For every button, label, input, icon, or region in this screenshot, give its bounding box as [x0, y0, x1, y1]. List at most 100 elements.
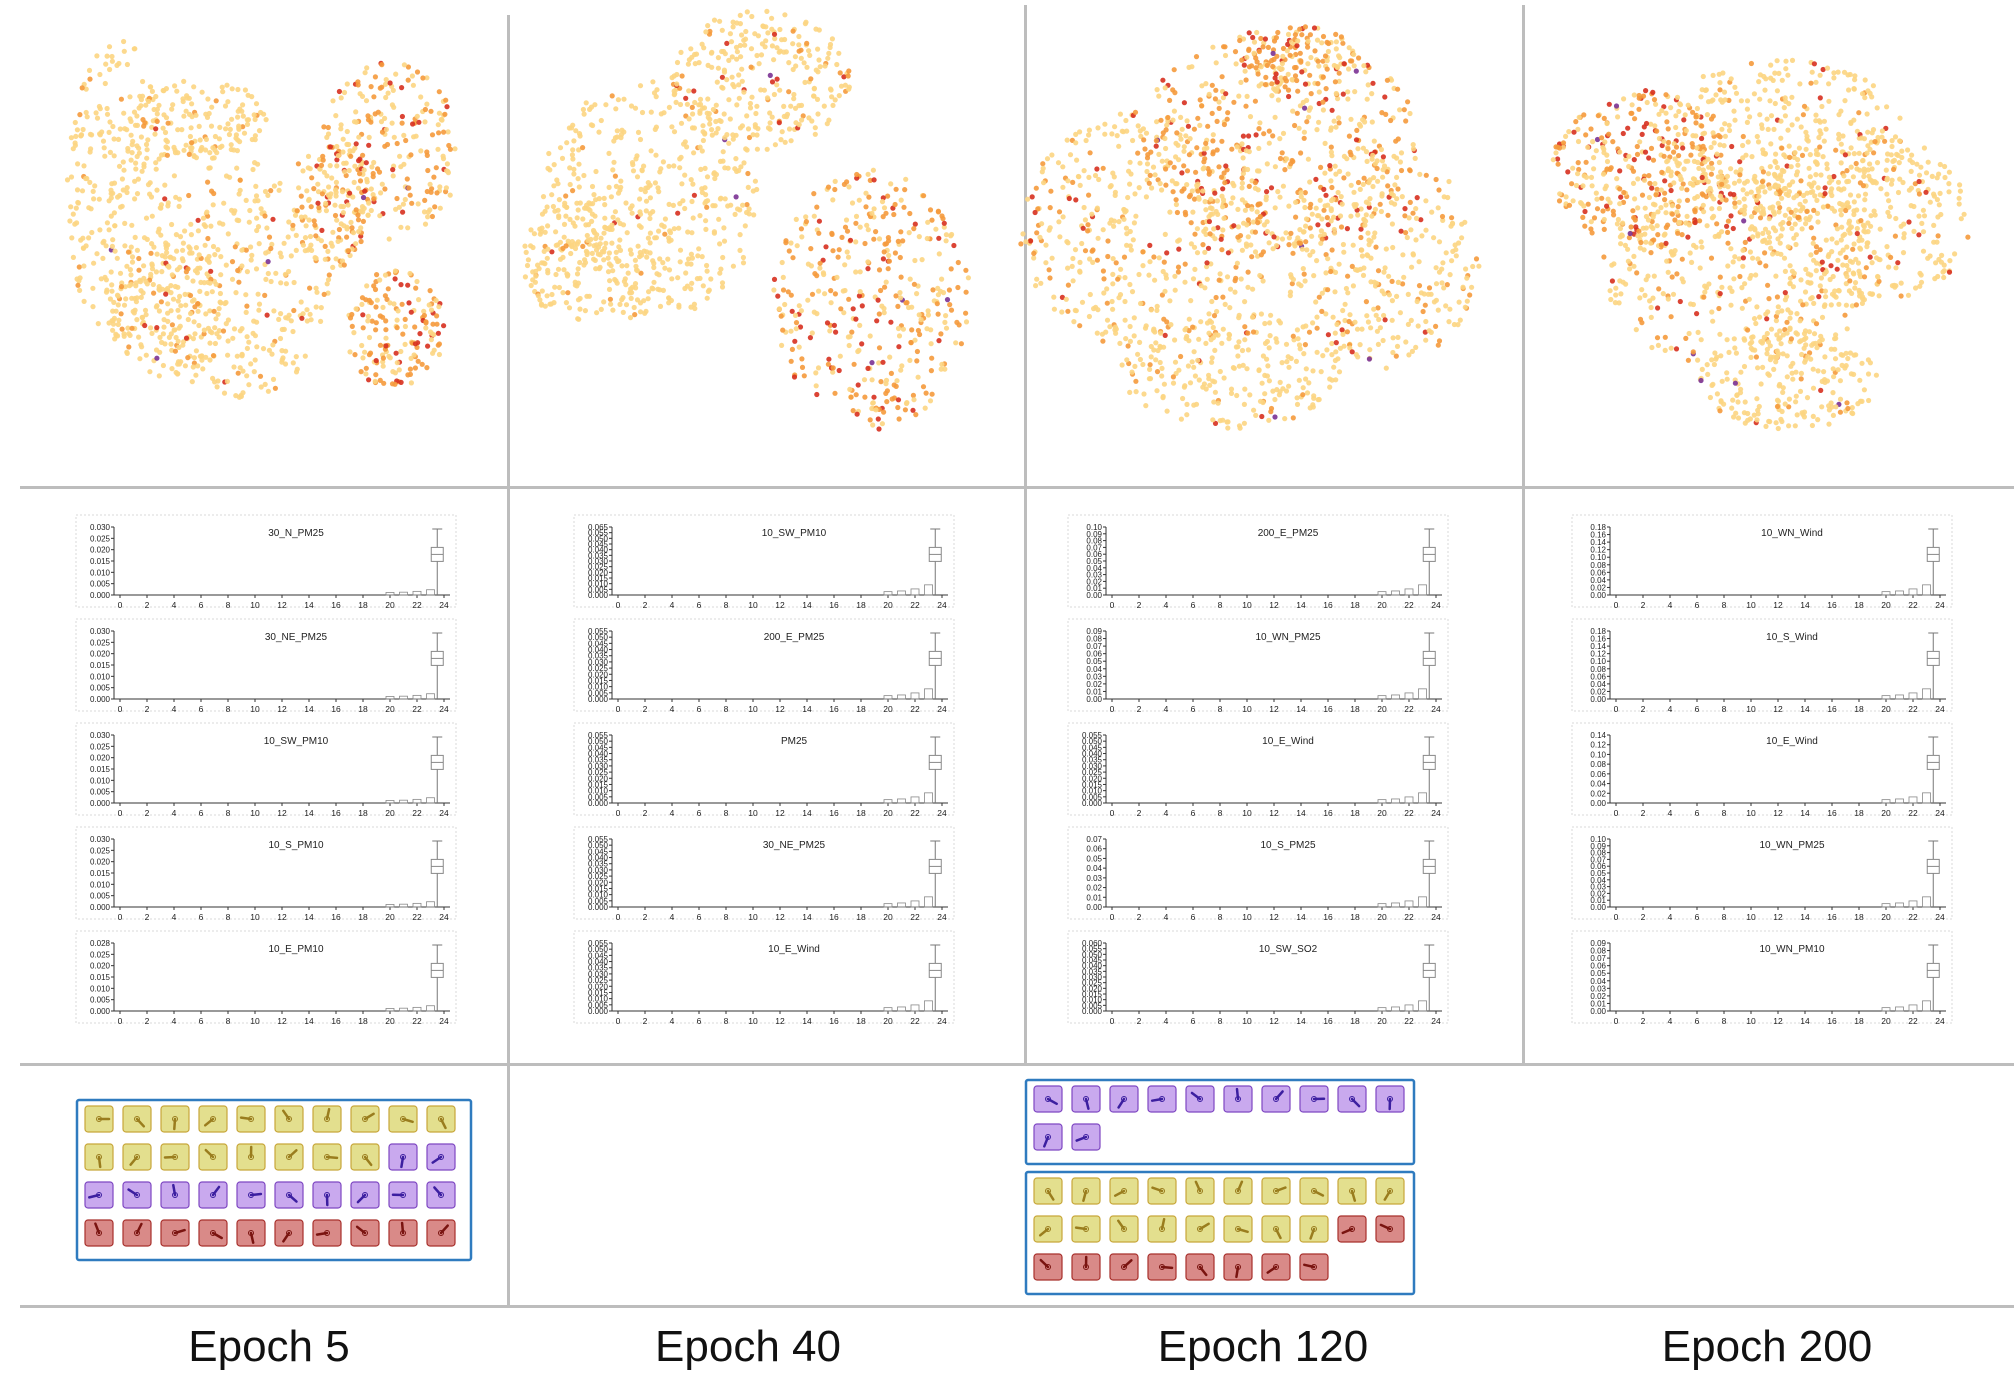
tsne-point — [363, 160, 369, 166]
tsne-point — [1159, 365, 1165, 371]
tsne-point — [703, 29, 709, 35]
tsne-point — [963, 319, 970, 325]
tsne-point — [1456, 299, 1462, 305]
tsne-point — [129, 254, 136, 260]
tsne-point — [1671, 180, 1677, 186]
tsne-point — [815, 111, 821, 117]
tsne-point — [237, 177, 243, 183]
tsne-point — [791, 374, 798, 380]
tsne-point — [1107, 184, 1113, 190]
tsne-point — [1361, 175, 1367, 181]
tsne-point — [195, 308, 201, 314]
tsne-point — [329, 175, 335, 181]
tsne-point — [1610, 208, 1616, 214]
tsne-point — [647, 240, 653, 246]
tsne-point — [1836, 186, 1842, 192]
tsne-point — [850, 306, 856, 312]
tsne-point — [1379, 158, 1386, 164]
tsne-point — [1372, 206, 1378, 212]
tsne-point — [869, 360, 875, 366]
tsne-point — [900, 238, 906, 244]
tsne-point — [1372, 161, 1378, 167]
tsne-point — [1644, 99, 1650, 106]
tsne-point — [1440, 217, 1446, 223]
tsne-point — [565, 238, 571, 244]
tsne-point — [859, 341, 865, 347]
tsne-point — [734, 56, 740, 62]
tsne-point — [1236, 312, 1242, 318]
tsne-point — [1861, 173, 1867, 180]
tsne-point — [234, 353, 240, 359]
tsne-point — [204, 290, 210, 297]
tsne-point — [204, 209, 210, 215]
tsne-point — [1276, 65, 1282, 71]
tsne-point — [651, 279, 657, 285]
tsne-point — [1753, 179, 1759, 185]
tsne-point — [452, 146, 458, 152]
tsne-point — [1107, 220, 1113, 226]
tsne-point — [1370, 152, 1376, 158]
tsne-point — [1332, 357, 1338, 364]
tsne-point — [1051, 306, 1057, 312]
tsne-point — [1688, 152, 1694, 158]
tsne-point — [1771, 211, 1777, 217]
tsne-point — [1401, 274, 1407, 280]
tsne-point — [1160, 268, 1166, 275]
tsne-point — [154, 355, 160, 361]
tsne-point — [1824, 161, 1830, 167]
tsne-point — [733, 194, 739, 200]
tsne-point — [572, 282, 579, 288]
tsne-point — [402, 316, 408, 322]
tsne-point — [963, 310, 969, 316]
tsne-point — [1167, 97, 1173, 103]
tsne-point — [1308, 54, 1314, 61]
tsne-point — [678, 49, 684, 56]
tsne-point — [191, 319, 197, 325]
tsne-point — [1290, 333, 1296, 339]
tsne-point — [1152, 172, 1158, 178]
tsne-point — [882, 284, 888, 290]
tsne-point — [1699, 135, 1705, 142]
tsne-point — [1380, 154, 1386, 160]
tsne-point — [571, 171, 577, 177]
tsne-point — [598, 235, 604, 241]
tsne-point — [326, 184, 332, 190]
tsne-point — [1267, 320, 1273, 326]
tsne-point — [1317, 197, 1323, 203]
tsne-point — [1116, 219, 1122, 225]
tsne-point — [617, 237, 623, 243]
tsne-point — [1418, 217, 1424, 223]
tsne-point — [1679, 185, 1685, 191]
tsne-point — [169, 106, 175, 112]
tsne-point — [209, 155, 216, 161]
tsne-point — [1663, 240, 1669, 246]
tsne-point — [156, 156, 162, 162]
tsne-point — [598, 117, 604, 124]
tsne-point — [584, 251, 590, 258]
tsne-point — [854, 175, 860, 181]
tsne-point — [822, 291, 828, 297]
tsne-point — [1189, 359, 1195, 365]
tsne-point — [1395, 279, 1401, 285]
tsne-point — [1440, 260, 1446, 266]
tsne-point — [171, 173, 177, 179]
tsne-point — [207, 340, 213, 346]
tsne-point — [541, 248, 547, 254]
tsne-point — [1787, 216, 1793, 222]
tsne-point — [1243, 77, 1249, 83]
tsne-point — [1290, 276, 1296, 283]
tsne-point — [1093, 304, 1099, 310]
tsne-point — [233, 290, 239, 296]
tsne-point — [1268, 409, 1274, 415]
tsne-point — [610, 214, 616, 220]
tsne-point — [1392, 182, 1398, 188]
tsne-point — [102, 80, 108, 87]
tsne-point — [122, 126, 128, 132]
tsne-point — [1823, 126, 1829, 132]
tsne-point — [1851, 199, 1857, 205]
tsne-point — [220, 89, 226, 95]
tsne-point — [1251, 50, 1257, 56]
tsne-point — [1252, 249, 1259, 255]
tsne-point — [134, 191, 141, 197]
tsne-point — [783, 238, 789, 244]
